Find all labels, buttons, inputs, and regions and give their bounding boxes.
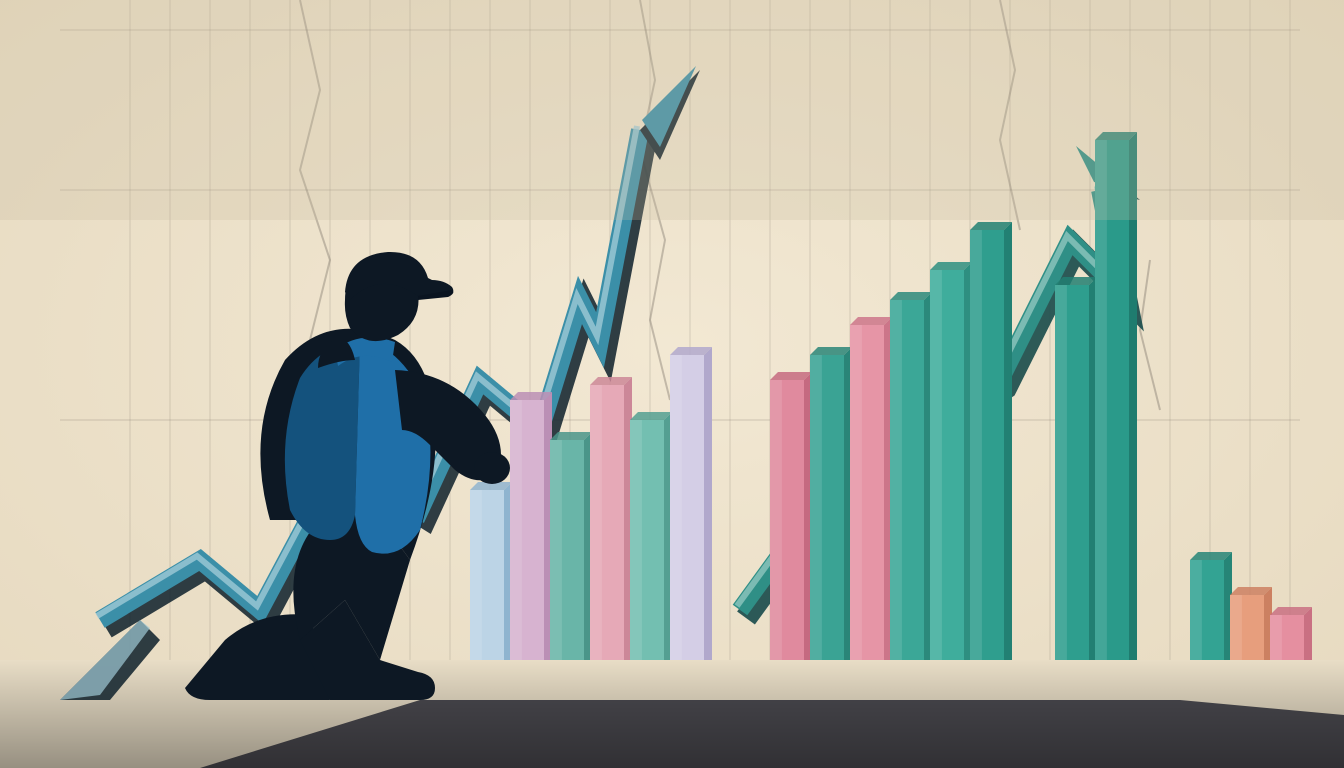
infographic-svg xyxy=(0,0,1344,768)
infographic-stage xyxy=(0,0,1344,768)
